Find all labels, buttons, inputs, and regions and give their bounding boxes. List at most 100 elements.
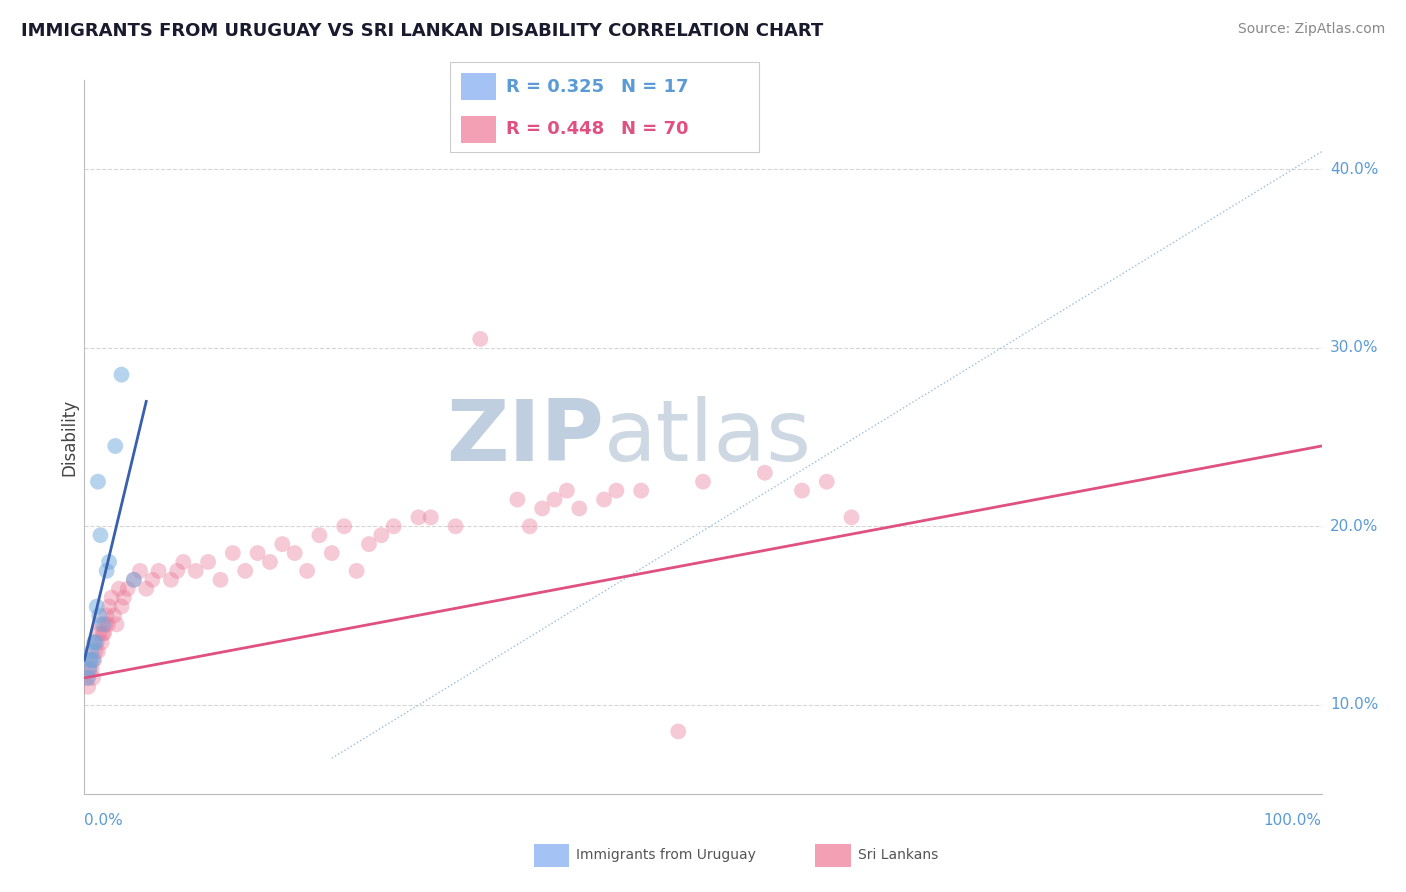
Point <box>284 546 307 560</box>
Point <box>79 662 101 676</box>
Point <box>80 662 103 676</box>
Point <box>568 501 591 516</box>
Point <box>135 582 157 596</box>
Point <box>87 475 110 489</box>
Point <box>666 724 689 739</box>
Point <box>83 635 105 649</box>
Point <box>259 555 281 569</box>
Point <box>110 599 132 614</box>
Point <box>98 555 121 569</box>
Point <box>382 519 405 533</box>
Point <box>295 564 318 578</box>
Point <box>333 519 356 533</box>
Point <box>108 582 131 596</box>
Point <box>100 591 122 605</box>
Text: Sri Lankans: Sri Lankans <box>858 848 938 863</box>
Point <box>408 510 430 524</box>
Point <box>172 555 194 569</box>
Point <box>79 653 101 667</box>
Point <box>754 466 776 480</box>
Point <box>246 546 269 560</box>
Point <box>555 483 578 498</box>
Point <box>89 626 111 640</box>
Point <box>83 653 105 667</box>
Text: 30.0%: 30.0% <box>1330 341 1378 355</box>
Point <box>543 492 565 507</box>
Point <box>96 608 118 623</box>
Point <box>91 626 114 640</box>
Point <box>605 483 627 498</box>
Point <box>531 501 554 516</box>
Point <box>105 617 128 632</box>
Point <box>91 617 114 632</box>
Point <box>506 492 529 507</box>
Point <box>593 492 616 507</box>
Point <box>129 564 152 578</box>
Point <box>233 564 256 578</box>
Point <box>321 546 343 560</box>
Point <box>96 564 118 578</box>
Point <box>86 635 108 649</box>
Point <box>89 617 111 632</box>
Text: 0.0%: 0.0% <box>84 814 124 828</box>
Point <box>89 528 111 542</box>
Point <box>86 599 108 614</box>
Point <box>77 680 100 694</box>
Point <box>104 439 127 453</box>
Point <box>97 617 120 632</box>
Point <box>79 653 101 667</box>
Text: 20.0%: 20.0% <box>1330 519 1378 533</box>
Point <box>357 537 380 551</box>
Text: IMMIGRANTS FROM URUGUAY VS SRI LANKAN DISABILITY CORRELATION CHART: IMMIGRANTS FROM URUGUAY VS SRI LANKAN DI… <box>21 22 824 40</box>
Text: 40.0%: 40.0% <box>1330 162 1378 177</box>
Point <box>93 626 115 640</box>
Point <box>117 582 139 596</box>
Text: Immigrants from Uruguay: Immigrants from Uruguay <box>576 848 756 863</box>
Text: ZIP: ZIP <box>446 395 605 479</box>
Point <box>89 608 111 623</box>
Point <box>90 635 112 649</box>
Point <box>370 528 392 542</box>
Point <box>519 519 541 533</box>
Point <box>148 564 170 578</box>
Point <box>444 519 467 533</box>
Point <box>166 564 188 578</box>
Point <box>94 617 117 632</box>
Point <box>112 591 135 605</box>
Text: Source: ZipAtlas.com: Source: ZipAtlas.com <box>1237 22 1385 37</box>
Point <box>79 662 101 676</box>
Point <box>84 635 107 649</box>
Point <box>184 564 207 578</box>
Point <box>122 573 145 587</box>
Point <box>308 528 330 542</box>
Point <box>222 546 245 560</box>
Point <box>82 671 104 685</box>
Text: R = 0.325: R = 0.325 <box>506 78 605 95</box>
Point <box>103 608 125 623</box>
Text: 100.0%: 100.0% <box>1264 814 1322 828</box>
Point <box>346 564 368 578</box>
Point <box>630 483 652 498</box>
Text: N = 70: N = 70 <box>621 120 689 138</box>
Point <box>77 671 100 685</box>
Point <box>841 510 863 524</box>
Text: 10.0%: 10.0% <box>1330 698 1378 712</box>
Point <box>419 510 441 524</box>
Text: N = 17: N = 17 <box>621 78 689 95</box>
Point <box>141 573 163 587</box>
Text: atlas: atlas <box>605 395 813 479</box>
Point <box>160 573 183 587</box>
Point <box>80 644 103 658</box>
Point <box>470 332 492 346</box>
Point <box>271 537 294 551</box>
Point <box>122 573 145 587</box>
Point <box>209 573 232 587</box>
Point <box>82 653 104 667</box>
Point <box>110 368 132 382</box>
Text: R = 0.448: R = 0.448 <box>506 120 605 138</box>
Point <box>197 555 219 569</box>
Point <box>790 483 813 498</box>
Point <box>84 644 107 658</box>
Point <box>76 671 98 685</box>
Point <box>815 475 838 489</box>
